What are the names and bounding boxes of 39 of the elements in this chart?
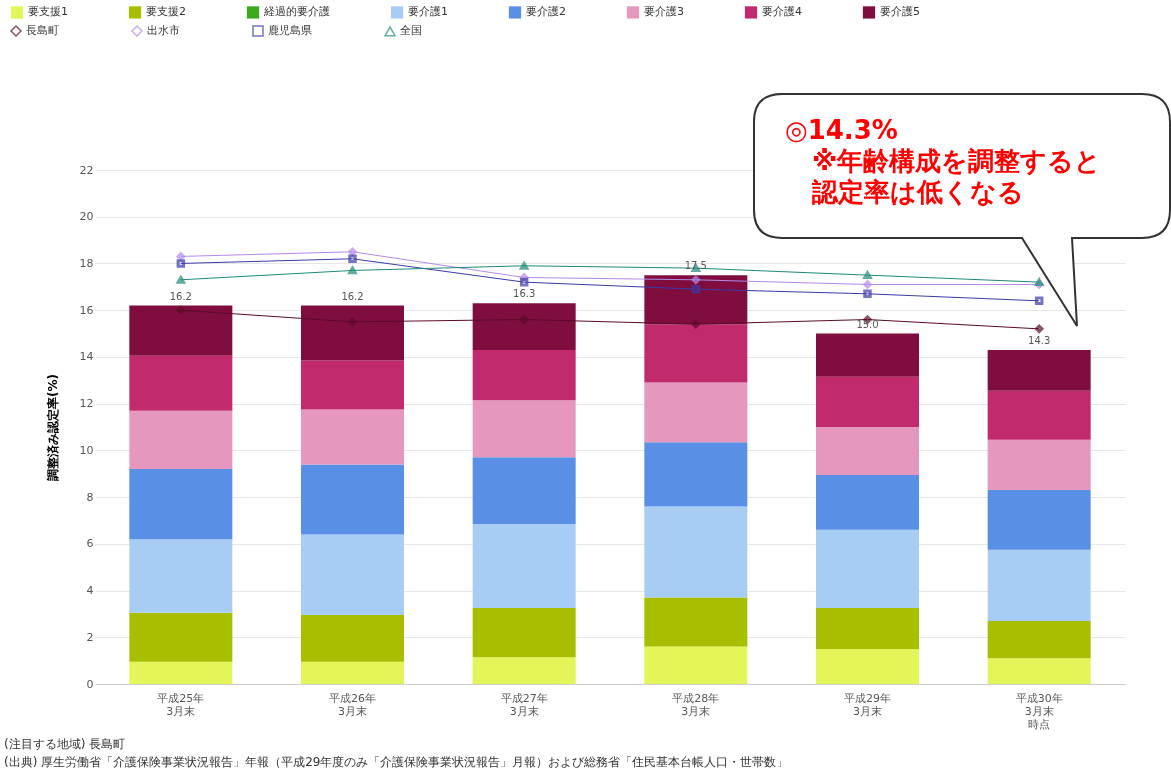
x-tick-label: 平成30年3月末時点 (1015, 691, 1063, 731)
y-tick-label: 8 (86, 490, 94, 504)
legend-label: 出水市 (147, 24, 180, 37)
x-tick-label: 平成28年3月末 (672, 691, 720, 718)
total-label: 16.2 (341, 290, 364, 302)
x-tick-label: 平成27年3月末 (500, 691, 548, 718)
total-label: 16.2 (169, 290, 192, 302)
y-tick-label: 16 (79, 303, 94, 317)
legend-label: 要介護2 (526, 5, 566, 19)
legend-label: 長島町 (26, 24, 59, 37)
x-tick-label: 平成25年3月末 (157, 691, 205, 718)
total-label: 15.0 (856, 318, 879, 330)
legend-label: 要支援1 (28, 5, 68, 19)
text: (注目する地域) 長島町 (4, 736, 126, 753)
legend-label: 経過的要介護 (263, 5, 330, 19)
y-tick-label: 20 (79, 210, 94, 224)
total-label: 14.3 (1028, 334, 1051, 346)
y-tick-label: 6 (86, 537, 94, 551)
text: (出典) 厚生労働省「介護保険事業状況報告」年報（平成29年度のみ「介護保険事業状況報告」月報）および総務省「住民基本台帳人口・世帯数」 (4, 754, 789, 771)
total-label: 16.3 (513, 288, 536, 300)
legend-label: 要支援2 (146, 5, 186, 19)
y-tick-label: 10 (79, 443, 94, 457)
legend-label: 要介護4 (762, 5, 802, 19)
legend-label: 鹿児島県 (268, 24, 312, 37)
legend-label: 要介護3 (644, 5, 684, 19)
y-tick-label: 22 (79, 163, 94, 177)
y-tick-label: 4 (86, 584, 94, 598)
legend-label: 要介護1 (408, 5, 448, 19)
y-tick-label: 18 (79, 256, 94, 270)
legend-label: 全国 (400, 24, 422, 38)
x-tick-label: 平成26年3月末 (329, 691, 376, 718)
annotation: ◎14.3% ※年齢構成を調整すると認定率は低くなる (785, 115, 1103, 208)
x-tick-label: 平成29年3月末 (844, 691, 891, 718)
y-tick-label: 2 (86, 630, 94, 644)
y-tick-label: 0 (86, 677, 94, 691)
y-axis-title: 調整済み認定率(%) (45, 374, 60, 482)
legend-label: 要介護5 (880, 5, 920, 19)
y-tick-label: 14 (79, 350, 94, 364)
y-tick-label: 12 (79, 397, 94, 411)
